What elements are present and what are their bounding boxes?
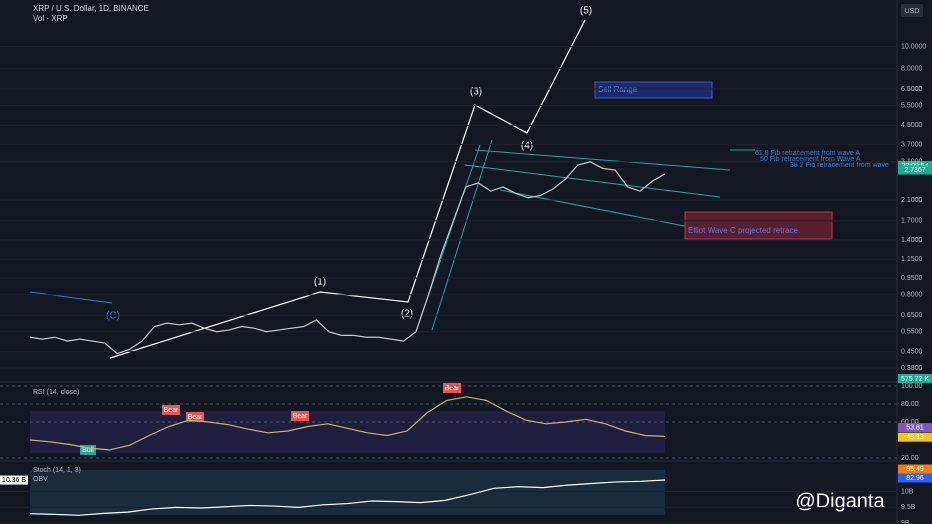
title: XRP / U.S. Dollar, 1D, BINANCE <box>33 4 149 13</box>
value-tag <box>898 432 932 442</box>
projection-box <box>684 211 833 240</box>
volume-label: Vol · XRP <box>33 14 68 23</box>
y-tick-label: 8.0000 <box>901 66 923 73</box>
value-tag-label: 82.96 <box>906 475 924 482</box>
value-tag <box>898 423 932 433</box>
bull-tag <box>80 445 96 455</box>
rsi-band <box>30 411 665 453</box>
y-tick-label: 5.5000 <box>901 102 923 109</box>
y-tick-label: 1.1500 <box>901 256 923 263</box>
y-tick-label: 3.1000 <box>901 159 923 166</box>
series-line <box>29 161 666 355</box>
volume-tag <box>898 374 932 383</box>
value-tag-label: 43.13 <box>906 434 924 441</box>
value-tag-label: 85.49 <box>906 466 924 473</box>
value-tag <box>898 473 932 483</box>
bear-tag <box>162 405 180 415</box>
y-tick-label: 9B <box>901 520 910 524</box>
y-tick-label: 0.5500 <box>901 329 923 336</box>
y-tick-label: 80.00 <box>901 401 919 408</box>
rsi-title: RSI (14, close) <box>33 389 79 396</box>
y-tick-label: 1.4000 <box>901 237 923 244</box>
y-tick-label: 3.7000 <box>901 141 923 148</box>
channel-line <box>464 164 721 198</box>
y-tick-label: 10B <box>901 488 914 495</box>
bear-label: Bear <box>164 407 179 414</box>
fib-label: 61.8 Fib retracement from wave A <box>755 150 860 157</box>
channel-line <box>499 189 716 233</box>
volume-value: 575.72 K <box>901 376 929 383</box>
wave-label: (1) <box>314 277 326 288</box>
projection-label: Elliot Wave C projected retrace. <box>688 226 800 235</box>
series-line <box>29 479 666 516</box>
wave-label: (3) <box>470 87 482 98</box>
currency[interactable]: USD <box>905 8 920 15</box>
wave-label: (4) <box>521 141 533 152</box>
y-tick-label: 0.6500 <box>901 312 923 319</box>
bull-label: Bull <box>82 447 94 454</box>
bear-tag <box>186 412 204 422</box>
wave-label: (2) <box>401 309 413 320</box>
y-tick-label: 1.7000 <box>901 218 923 225</box>
watermark: @Diganta <box>795 490 885 512</box>
value-tag <box>0 475 28 485</box>
y-tick-label: 20.00 <box>901 455 919 462</box>
bear-label: Bear <box>293 413 308 420</box>
y-tick-label: 0.4500 <box>901 348 923 355</box>
y-tick-label: 4.5000 <box>901 122 923 129</box>
fib-label: 50 Fib retracement from Wave A <box>760 156 861 163</box>
obv-title: OBV <box>33 476 48 483</box>
y-tick-label: 0.8000 <box>901 292 923 299</box>
countdown-tag <box>898 161 932 170</box>
y-tick-label: 0.9500 <box>901 275 923 282</box>
y-tick-label: 6.5000 <box>901 86 923 93</box>
sell-range-box <box>594 81 713 99</box>
series-line <box>29 396 666 451</box>
value-tag-label: 53.81 <box>906 424 924 431</box>
bear-label: Bear <box>188 414 203 421</box>
bear-tag <box>291 411 309 421</box>
y-tick-label: 10.0000 <box>901 44 926 51</box>
wave-label: (C) <box>106 311 120 322</box>
channel-line <box>474 149 731 171</box>
value-tag <box>898 464 932 474</box>
wave-line <box>109 19 586 359</box>
value-tag <box>898 165 932 175</box>
fib-label: 38.2 Fib retracement from wave <box>790 162 889 169</box>
stoch-band <box>30 470 665 515</box>
y-tick-label: 9.5B <box>901 504 916 511</box>
y-tick-label: 2.1000 <box>901 197 923 204</box>
bear-label: Bear <box>445 385 460 392</box>
value-tag-label: 2.7367 <box>904 167 926 174</box>
currency-button[interactable] <box>901 4 923 17</box>
trend-line <box>29 291 113 304</box>
y-tick-label: 100.00 <box>901 383 923 390</box>
wave-label: (5) <box>580 6 592 17</box>
y-tick-label: 60.00 <box>901 419 919 426</box>
stoch-title: Stoch (14, 1, 3) <box>33 467 81 474</box>
sell-range-label: Sell Range <box>598 85 638 94</box>
value-tag-label: 10.36 B <box>2 477 26 484</box>
bear-tag <box>443 383 461 393</box>
channel-line <box>431 139 493 331</box>
y-tick-label: 0.3800 <box>901 365 923 372</box>
